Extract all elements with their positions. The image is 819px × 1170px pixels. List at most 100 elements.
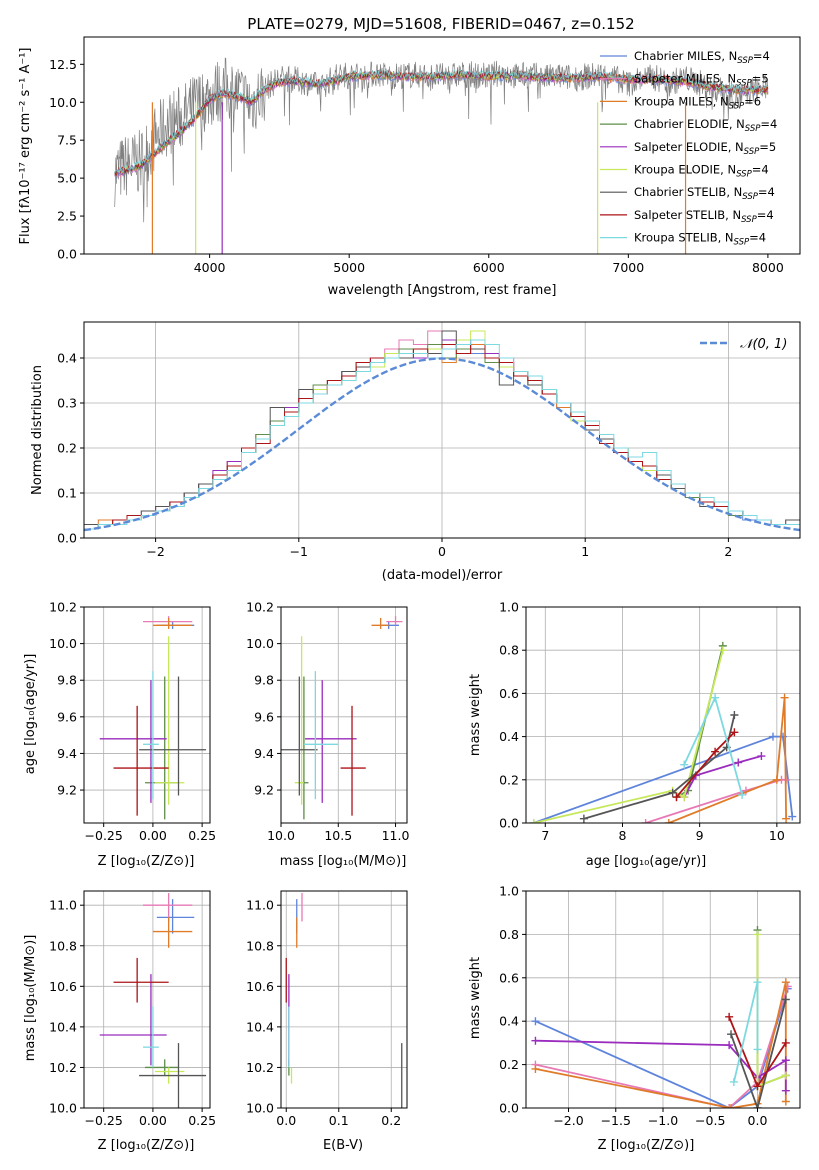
residuals-plot-area xyxy=(83,330,801,532)
z-age-panel: −0.25 0.00 0.25 9.2 9.4 9.6 9.8 10.0 10.2 Z [log… xyxy=(23,600,216,870)
residuals-ticks: −2 −1 0 1 2 0.0 0.1 0.2 0.3 0.4 xyxy=(57,351,732,560)
y-tick-label: 10.8 xyxy=(246,938,274,953)
y-tick-label: 10.4 xyxy=(49,1019,77,1034)
weight-marker xyxy=(782,814,791,823)
ebv-mass-xlabel: E(B-V) xyxy=(323,1138,363,1153)
weight-marker xyxy=(711,747,720,756)
weight-marker xyxy=(781,1097,790,1106)
x-tick-label: 7 xyxy=(541,828,549,843)
weight-marker xyxy=(753,1045,762,1054)
weight-marker xyxy=(788,812,797,821)
x-tick-label: 0.00 xyxy=(139,1113,167,1128)
weight-marker xyxy=(531,1064,540,1073)
y-tick-label: 12.5 xyxy=(49,57,77,72)
x-tick-label: 9 xyxy=(696,828,704,843)
x-tick-label: 0.25 xyxy=(188,828,216,843)
y-tick-label: 9.2 xyxy=(254,783,274,798)
x-tick-label: 0.25 xyxy=(188,1113,216,1128)
x-tick-label: −2.0 xyxy=(553,1113,583,1128)
weight-marker xyxy=(727,1104,736,1108)
x-tick-label: −0.25 xyxy=(85,828,123,843)
x-tick-label: 7000 xyxy=(612,260,644,275)
y-tick-label: 10.0 xyxy=(246,636,274,651)
x-tick-label: 0 xyxy=(438,544,446,559)
residuals-ylabel: Normed distribution xyxy=(30,365,45,495)
y-tick-label: 1.0 xyxy=(499,884,519,899)
mass-age-panel: 10.0 10.5 11.0 9.2 9.4 9.6 9.8 10.0 10.2 mass [l… xyxy=(246,600,409,870)
age-weight-xlabel: age [log₁₀(age/yr)] xyxy=(586,854,707,869)
y-tick-label: 10.2 xyxy=(49,1060,77,1075)
weight-marker xyxy=(772,775,781,784)
z-weight-plot-area: −2.0 −1.5 −1.0 −0.5 0.0 0.0 0.2 0.4 0.6 0.8 1.0 xyxy=(499,884,801,1128)
x-tick-label: −1.0 xyxy=(648,1113,678,1128)
residuals-xlabel: (data-model)/error xyxy=(382,568,503,583)
x-tick-label: 8000 xyxy=(752,260,784,275)
y-tick-label: 0.2 xyxy=(499,1057,519,1072)
y-tick-label: 1.0 xyxy=(499,600,519,615)
y-tick-label: 0.2 xyxy=(499,772,519,787)
y-tick-label: 9.6 xyxy=(254,709,274,724)
weight-marker xyxy=(711,693,720,702)
y-tick-label: 10.6 xyxy=(49,979,77,994)
weight-marker xyxy=(725,1104,734,1108)
y-tick-label: 10.2 xyxy=(246,1060,274,1075)
weight-marker xyxy=(531,1036,540,1045)
y-tick-label: 2.5 xyxy=(57,209,77,224)
weight-marker xyxy=(664,819,673,823)
weight-marker xyxy=(753,1104,762,1108)
y-tick-label: 0.0 xyxy=(499,816,519,831)
weight-line xyxy=(668,697,787,823)
weight-marker xyxy=(730,728,739,737)
legend-label: Kroupa ELODIE, NSSP=4 xyxy=(634,163,769,180)
x-tick-label: 0.2 xyxy=(381,1113,401,1128)
y-tick-label: 5.0 xyxy=(57,171,77,186)
y-tick-label: 11.0 xyxy=(49,898,77,913)
spectrum-xlabel: wavelength [Angstrom, rest frame] xyxy=(328,283,557,298)
y-tick-label: 10.4 xyxy=(246,1019,274,1034)
gaussian-curve xyxy=(83,357,801,532)
weight-marker xyxy=(668,788,677,797)
weight-marker xyxy=(781,1038,790,1047)
y-tick-label: 0.0 xyxy=(57,531,77,546)
axes-frame xyxy=(83,606,211,824)
weight-marker xyxy=(781,1056,790,1065)
weight-marker xyxy=(730,711,739,719)
y-tick-label: 0.0 xyxy=(499,1101,519,1116)
weight-marker xyxy=(781,1086,790,1095)
z-weight-ylabel: mass weight xyxy=(468,957,483,1039)
y-tick-label: 9.2 xyxy=(57,783,77,798)
y-tick-label: 10.0 xyxy=(246,1101,274,1116)
legend-label: Salpeter ELODIE, NSSP=5 xyxy=(634,140,776,157)
x-tick-label: −0.5 xyxy=(695,1113,725,1128)
z-age-plot-area: −0.25 0.00 0.25 9.2 9.4 9.6 9.8 10.0 10.2 xyxy=(49,600,216,844)
y-tick-label: 9.6 xyxy=(57,709,77,724)
legend-label: Kroupa STELIB, NSSP=4 xyxy=(634,231,766,248)
weight-marker xyxy=(729,1077,738,1086)
x-tick-label: 11.0 xyxy=(382,828,410,843)
weight-marker xyxy=(529,819,538,823)
z-mass-plot-area: −0.25 0.00 0.25 10.0 10.2 10.4 10.6 10.8 11.0 xyxy=(49,890,216,1128)
weight-marker xyxy=(725,1012,734,1021)
errorbar-group xyxy=(285,893,403,1108)
x-tick-label: 0.1 xyxy=(329,1113,349,1128)
y-tick-label: 0.4 xyxy=(57,351,77,366)
weight-marker xyxy=(780,693,789,702)
spectrum-title: PLATE=0279, MJD=51608, FIBERID=0467, z=0… xyxy=(247,15,634,33)
y-tick-label: 0.1 xyxy=(57,486,77,501)
mass-age-xlabel: mass [log₁₀(M/M⊙)] xyxy=(280,854,407,869)
weight-line xyxy=(535,986,789,1108)
residuals-legend: 𝒩(0, 1) xyxy=(700,337,787,352)
y-tick-label: 0.0 xyxy=(57,247,77,262)
legend-label: Salpeter MILES, NSSP=5 xyxy=(634,72,769,89)
z-weight-xlabel: Z [log₁₀(Z/Z⊙)] xyxy=(598,1138,695,1153)
ebv-mass-plot-area: 0.0 0.1 0.2 10.0 10.2 10.4 10.6 10.8 11.0 xyxy=(246,890,408,1128)
y-tick-label: 9.8 xyxy=(254,673,274,688)
z-age-xlabel: Z [log₁₀(Z/Z⊙)] xyxy=(98,854,195,869)
weight-marker xyxy=(641,819,650,823)
weight-marker xyxy=(672,793,681,802)
weight-line xyxy=(683,755,762,798)
age-weight-plot-area: 7 8 9 10 0.0 0.2 0.4 0.6 0.8 1.0 xyxy=(499,600,801,843)
spectrum-legend: Chabrier MILES, NSSP=4 Salpeter MILES, NS… xyxy=(600,49,777,248)
weight-marker xyxy=(753,1082,762,1091)
